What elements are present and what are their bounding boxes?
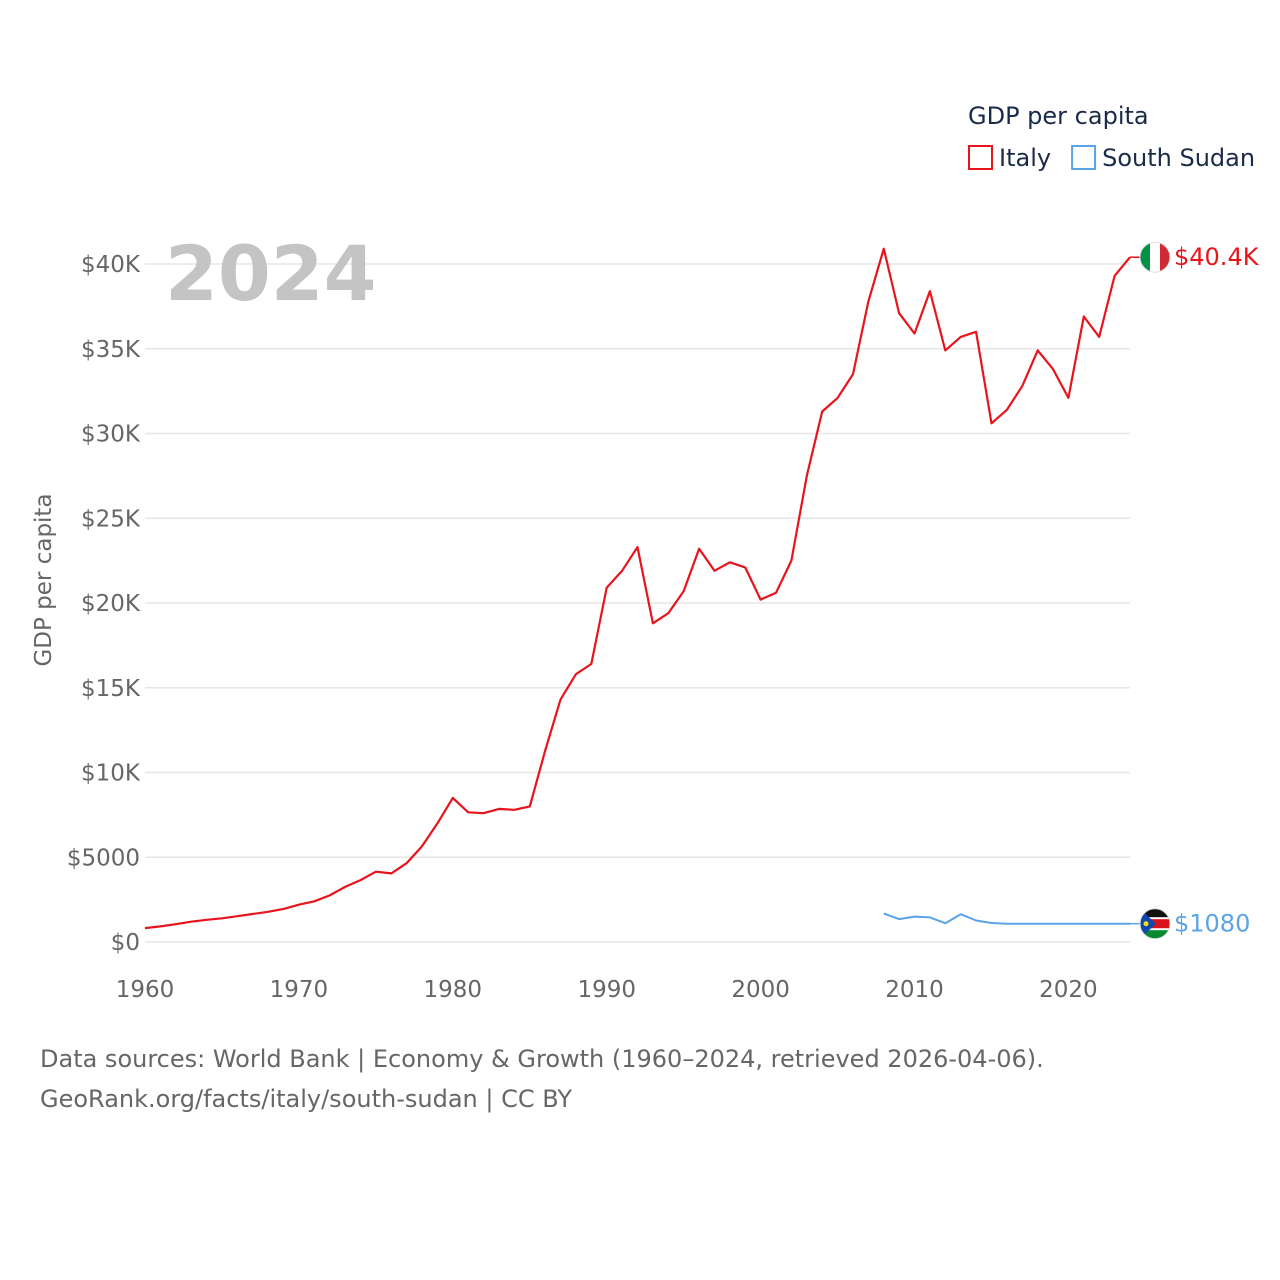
y-axis-label: GDP per capita [31,493,57,666]
y-tick-label: $35K [81,337,141,363]
year-label: 2024 [165,229,377,318]
legend-swatch [1071,145,1097,170]
y-tick-label: $20K [81,591,141,617]
x-axis-ticks: 1960 1970 1980 1990 2000 2010 2020 [116,977,1098,1003]
legend-label: Italy [999,144,1051,172]
south-sudan-line [883,912,1130,925]
south-sudan-flag-icon [1139,908,1171,940]
legend-item-italy[interactable]: Italy [968,144,1051,172]
y-tick-label: $15K [81,676,141,702]
x-tick-label: 1990 [577,977,636,1003]
x-tick-label: 2010 [885,977,944,1003]
legend-item-south-sudan[interactable]: South Sudan [1071,144,1255,172]
footer-link[interactable]: GeoRank.org/facts/italy/south-sudan | CC… [40,1085,573,1113]
south-sudan-end-label: $1080 [1174,910,1250,938]
x-tick-label: 1970 [270,977,329,1003]
y-tick-label: $25K [81,506,141,532]
x-tick-label: 2000 [731,977,790,1003]
x-tick-label: 1960 [116,977,175,1003]
italy-end-label: $40.4K [1174,243,1260,271]
legend: GDP per capita Italy South Sudan [968,102,1255,172]
x-tick-label: 2020 [1039,977,1098,1003]
x-tick-label: 1980 [424,977,483,1003]
italy-flag-icon [1139,241,1171,273]
footer-sources: Data sources: World Bank | Economy & Gro… [40,1045,1044,1073]
gdp-chart: $0 $5000 $10K $15K $20K $25K $30K $35K $40K 1960… [31,102,1260,1003]
legend-swatch [968,145,993,170]
end-labels: $40.4K $1080 [1130,241,1260,940]
y-tick-label: $5000 [67,845,140,871]
italy-line [144,247,1131,930]
series-lines [144,247,1131,930]
y-tick-label: $0 [111,930,140,956]
legend-title: GDP per capita [968,102,1149,130]
grid-lines [145,263,1130,943]
y-tick-label: $10K [81,761,141,787]
y-tick-label: $40K [81,252,141,278]
y-tick-label: $30K [81,422,141,448]
legend-label: South Sudan [1102,144,1255,172]
y-axis-ticks: $0 $5000 $10K $15K $20K $25K $30K $35K $40K [67,252,141,956]
